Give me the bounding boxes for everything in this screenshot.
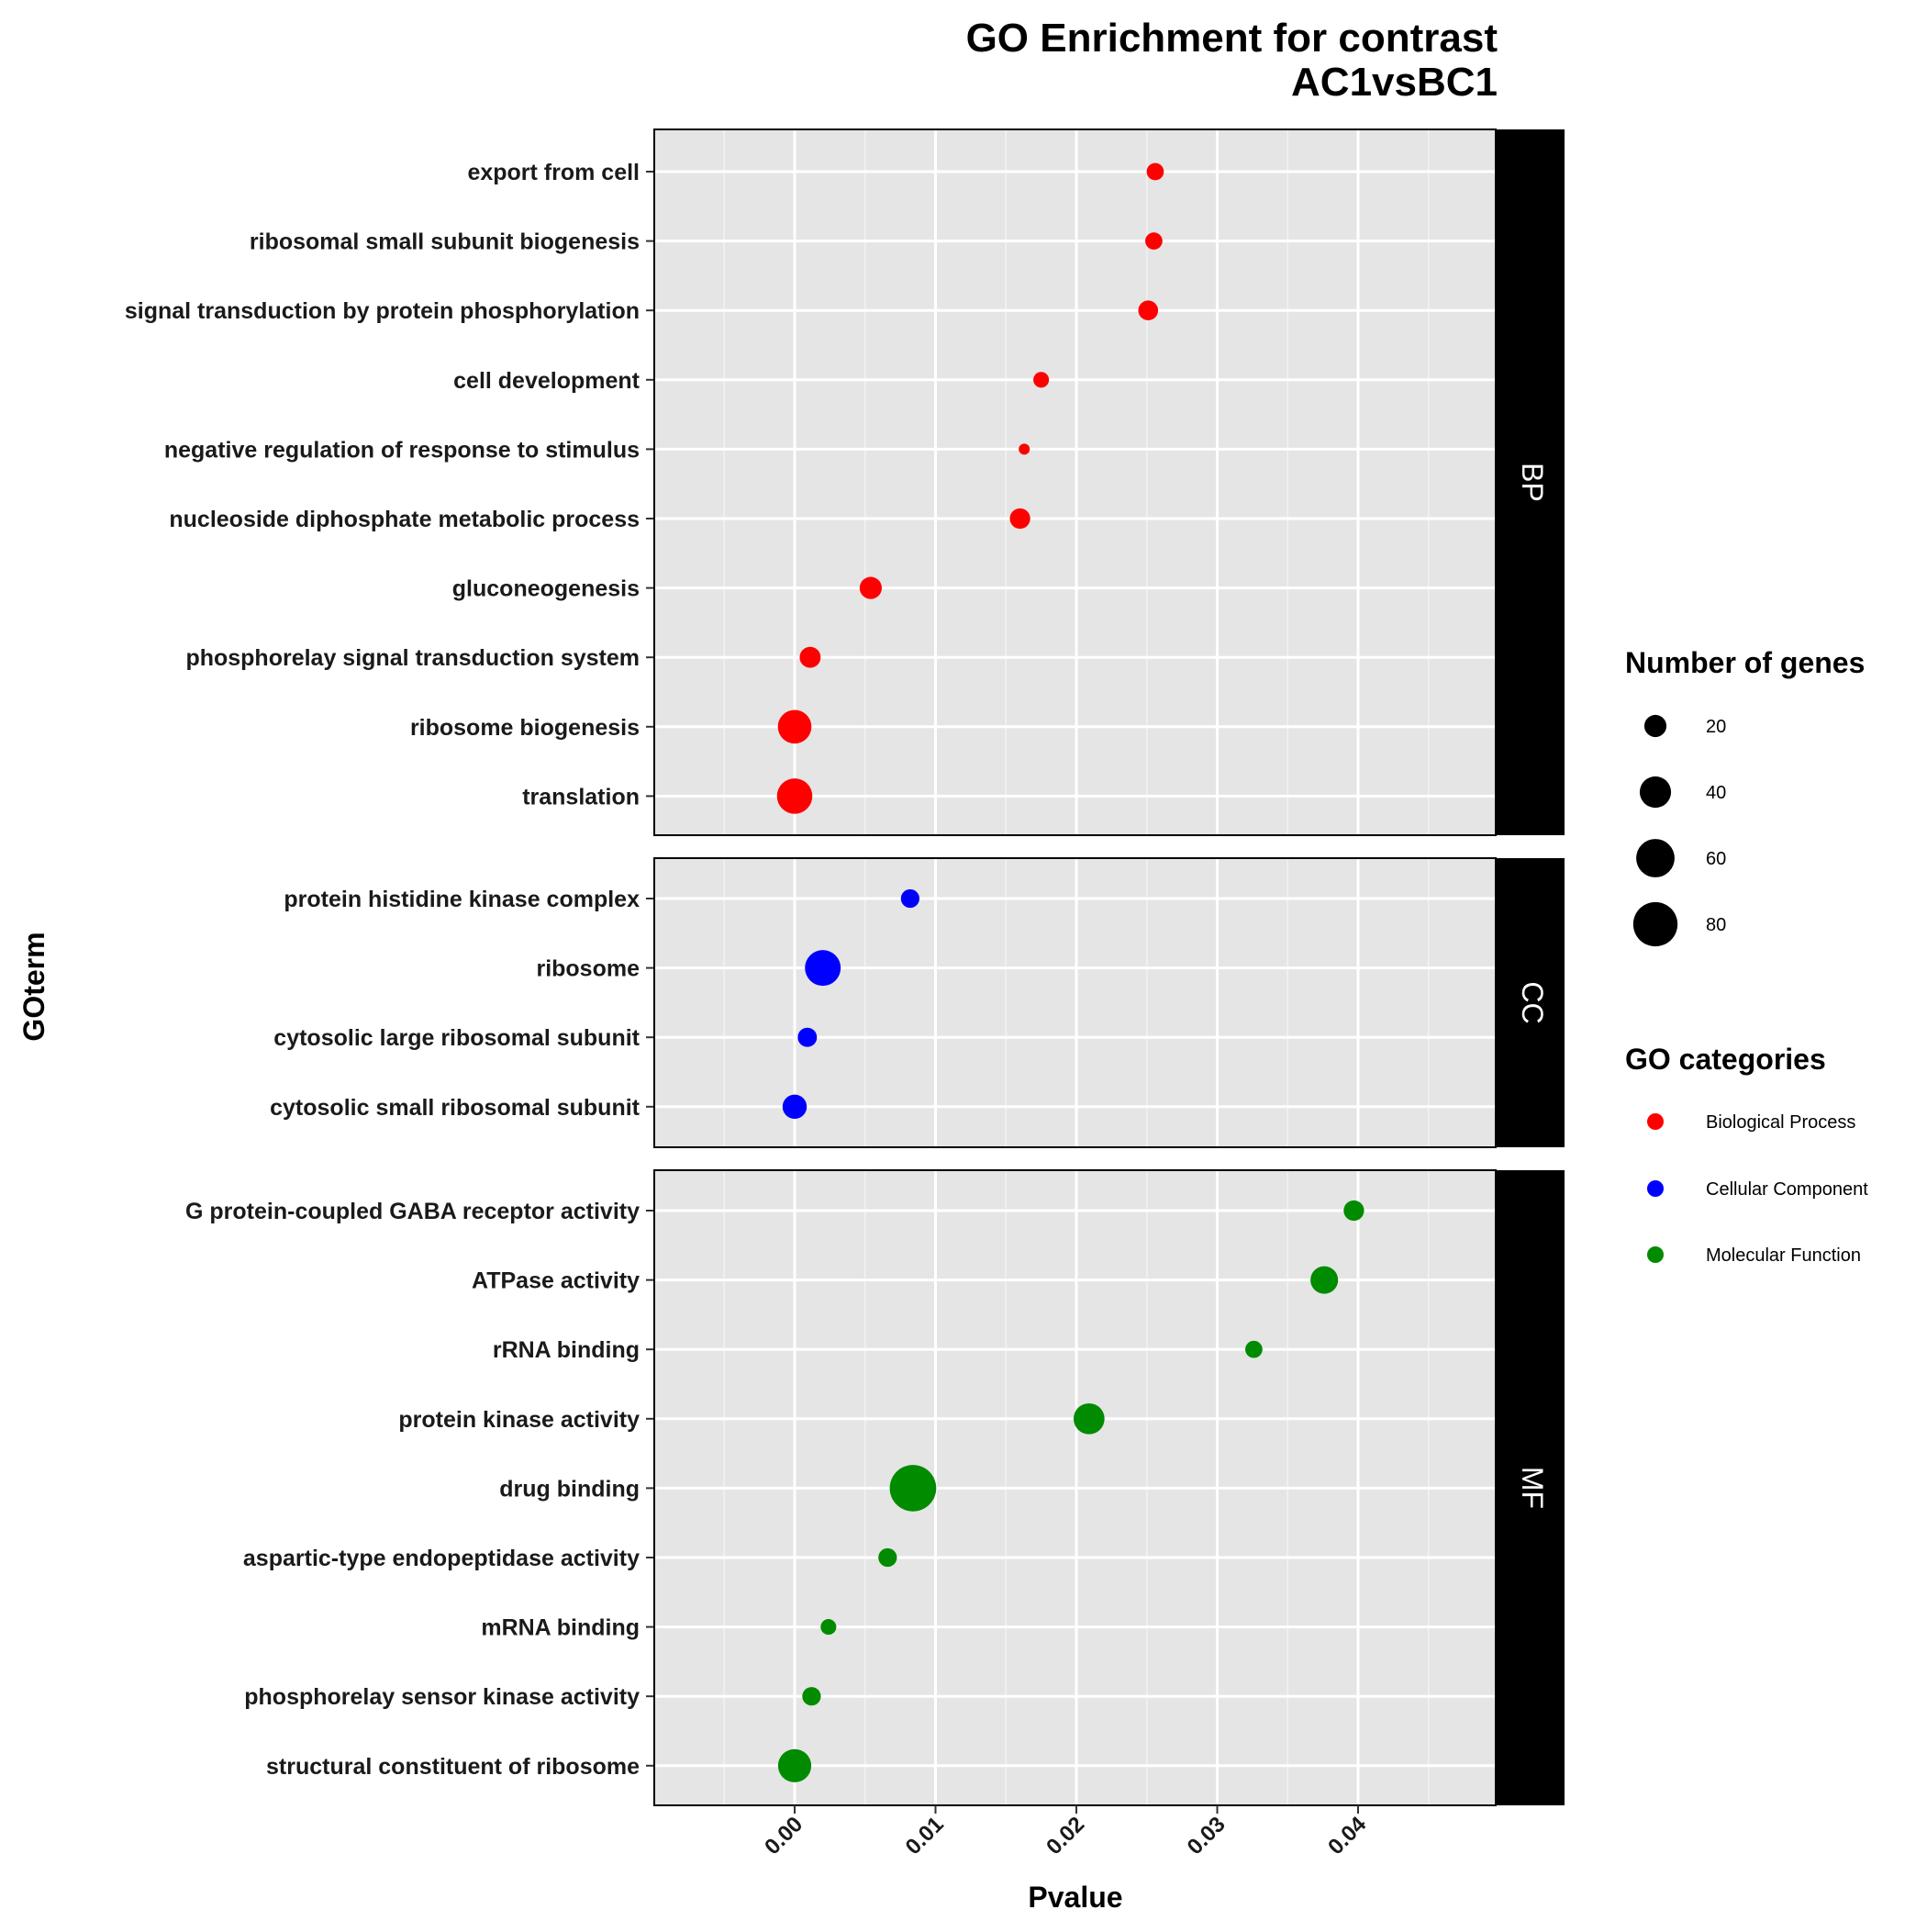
x-tick-label: 0.00	[760, 1812, 808, 1859]
chart-subtitle: AC1vsBC1	[1291, 60, 1498, 105]
chart-title: GO Enrichment for contrast	[966, 16, 1498, 61]
data-point-mrna-binding	[820, 1619, 837, 1636]
y-tick-label: drug binding	[499, 1476, 640, 1502]
y-tick-label: ribosome biogenesis	[410, 715, 640, 741]
data-point-phosphorelay-sensor-kinase-activity	[802, 1687, 821, 1706]
size-legend-key	[1639, 776, 1672, 809]
y-tick-label: phosphorelay sensor kinase activity	[244, 1684, 640, 1710]
y-tick-label: phosphorelay signal transduction system	[185, 645, 640, 671]
facet-strip	[1496, 858, 1565, 1147]
data-point-cell-development	[1033, 372, 1050, 388]
y-tick-label: cytosolic large ribosomal subunit	[273, 1025, 640, 1051]
facet-strip	[1496, 1170, 1565, 1805]
y-tick-label: structural constituent of ribosome	[266, 1754, 640, 1780]
y-tick-label: negative regulation of response to stimu…	[164, 437, 640, 463]
y-tick-label: translation	[522, 784, 640, 810]
facet-strip-label: MF	[1516, 1467, 1549, 1509]
data-point-protein-kinase-activity	[1073, 1402, 1105, 1435]
data-point-cytosolic-large-ribosomal-subunit	[797, 1027, 818, 1047]
x-tick-label: 0.03	[1183, 1812, 1231, 1859]
data-point-negative-regulation-of-response-to-stimulus	[1019, 443, 1030, 455]
size-legend-label: 80	[1706, 915, 1726, 935]
y-tick-label: mRNA binding	[481, 1615, 640, 1641]
y-tick-label: aspartic-type endopeptidase activity	[243, 1546, 640, 1571]
facet-panel-cc: protein histidine kinase complex ribosome…	[270, 857, 1565, 1148]
data-point-protein-histidine-kinase-complex	[900, 888, 919, 909]
data-point-nucleoside-diphosphate-metabolic-process	[1009, 508, 1030, 530]
x-tick-label: 0.04	[1323, 1812, 1372, 1860]
size-legend-key	[1643, 714, 1667, 738]
y-tick-label: export from cell	[467, 160, 640, 185]
color-legend-label: Molecular Function	[1706, 1245, 1861, 1266]
y-tick-label: G protein-coupled GABA receptor activity	[185, 1199, 640, 1224]
data-point-ribosome	[805, 950, 841, 987]
color-legend-label: Cellular Component	[1706, 1179, 1868, 1200]
y-tick-label: nucleoside diphosphate metabolic process	[169, 507, 640, 532]
data-point-translation	[776, 778, 813, 814]
data-point-atpase-activity	[1310, 1266, 1339, 1294]
data-point-ribosome-biogenesis	[777, 709, 812, 744]
data-point-g-protein-coupled-gaba-receptor-activity	[1343, 1200, 1364, 1222]
data-point-aspartic-type-endopeptidase-activity	[878, 1547, 897, 1568]
y-tick-label: cytosolic small ribosomal subunit	[270, 1095, 640, 1121]
color-legend-key	[1647, 1246, 1664, 1263]
data-point-drug-binding	[889, 1465, 937, 1512]
size-legend-label: 40	[1706, 783, 1726, 803]
size-legend-label: 60	[1706, 849, 1726, 869]
x-axis-ticks: 0.00 0.01 0.02 0.03 0.04	[760, 1805, 1372, 1859]
facet-strip	[1496, 129, 1565, 835]
color-legend-title: GO categories	[1625, 1043, 1826, 1076]
y-tick-label: protein kinase activity	[398, 1407, 640, 1433]
color-legend: GO categories Biological Process Cellular…	[1625, 1043, 1868, 1266]
facet-panel-bp: export from cell ribosomal small subunit …	[125, 128, 1565, 836]
facet-strip-label: BP	[1516, 463, 1549, 502]
data-point-signal-transduction-by-protein-phosphorylation	[1138, 300, 1159, 321]
data-point-phosphorelay-signal-transduction-system	[799, 646, 821, 668]
y-axis-title: GOterm	[17, 932, 50, 1041]
data-point-export-from-cell	[1146, 162, 1164, 181]
x-axis-title: Pvalue	[1028, 1881, 1122, 1914]
y-tick-label: signal transduction by protein phosphory…	[125, 298, 640, 324]
data-point-gluconeogenesis	[859, 576, 882, 599]
color-legend-key	[1647, 1180, 1664, 1197]
size-legend-label: 20	[1706, 717, 1726, 737]
y-tick-label: ribosomal small subunit biogenesis	[250, 229, 640, 255]
data-point-ribosomal-small-subunit-biogenesis	[1145, 232, 1163, 250]
size-legend-key	[1636, 839, 1675, 877]
y-tick-label: protein histidine kinase complex	[284, 887, 640, 912]
y-tick-label: ribosome	[536, 956, 640, 982]
facet-strip-label: CC	[1516, 981, 1549, 1023]
data-point-rrna-binding	[1245, 1340, 1263, 1358]
y-tick-label: gluconeogenesis	[452, 576, 640, 602]
size-legend-title: Number of genes	[1625, 646, 1865, 679]
facet-panels: export from cell ribosomal small subunit …	[125, 128, 1565, 1806]
y-tick-label: ATPase activity	[472, 1268, 640, 1294]
color-legend-label: Biological Process	[1706, 1112, 1855, 1133]
x-tick-label: 0.02	[1041, 1812, 1089, 1859]
x-tick-label: 0.01	[901, 1812, 949, 1859]
size-legend-key	[1632, 901, 1678, 947]
y-tick-label: rRNA binding	[493, 1337, 640, 1363]
facet-panel-mf: G protein-coupled GABA receptor activity…	[185, 1169, 1565, 1806]
size-legend: Number of genes 20 40 60 80	[1625, 646, 1865, 947]
y-tick-label: cell development	[453, 368, 640, 394]
data-point-structural-constituent-of-ribosome	[777, 1748, 812, 1782]
color-legend-key	[1647, 1113, 1664, 1130]
data-point-cytosolic-small-ribosomal-subunit	[782, 1094, 808, 1120]
